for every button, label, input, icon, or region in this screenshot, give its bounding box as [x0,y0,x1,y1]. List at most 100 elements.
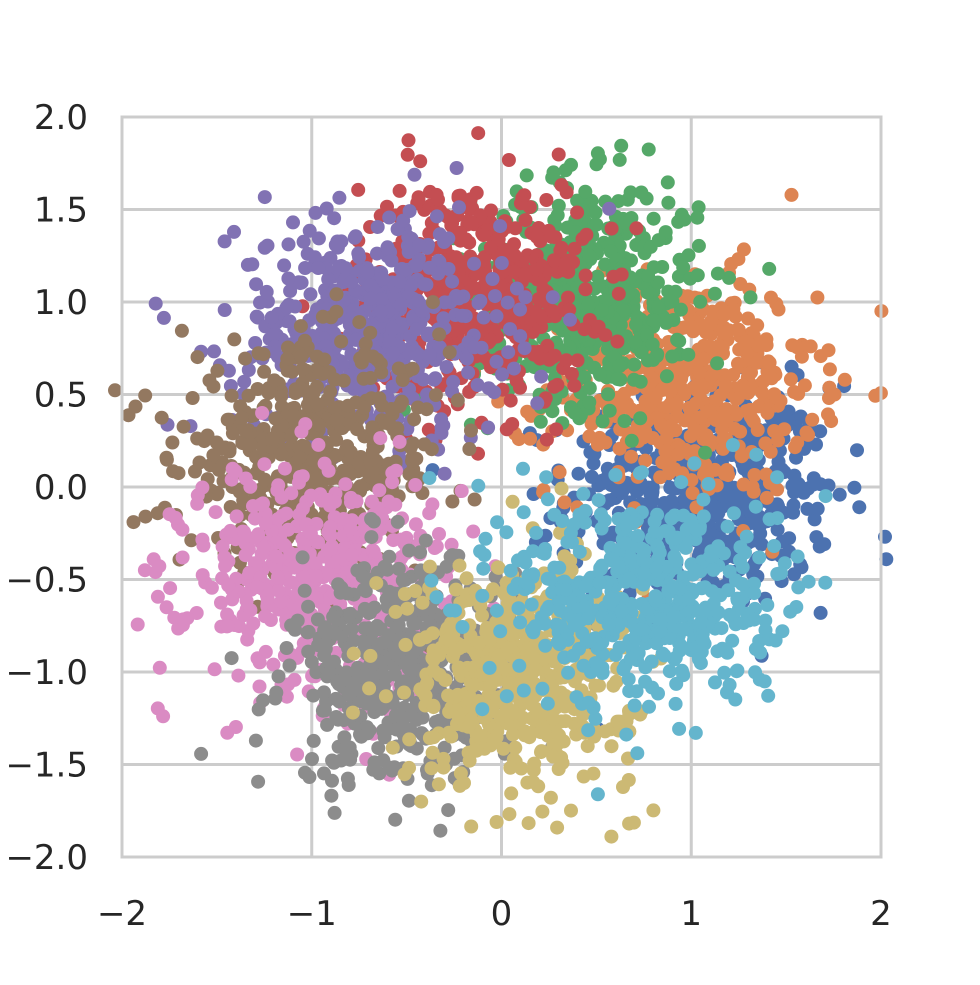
scatter-point [412,238,426,252]
scatter-point [646,803,660,817]
scatter-point [395,395,409,409]
scatter-point [172,466,186,480]
scatter-point [824,414,838,428]
scatter-point [670,333,684,347]
scatter-point [655,383,669,397]
scatter-point [149,297,163,311]
scatter-point [591,438,605,452]
scatter-point [595,303,609,317]
scatter-point [218,303,232,317]
scatter-point [539,193,553,207]
scatter-point [520,168,534,182]
scatter-point [235,411,249,425]
scatter-point [493,624,507,638]
scatter-point [660,369,674,383]
scatter-point [538,639,552,653]
scatter-point [369,576,383,590]
scatter-point [763,512,777,526]
scatter-point [525,598,539,612]
scatter-point [687,456,701,470]
scatter-point [477,311,491,325]
scatter-point [408,478,422,492]
scatter-point [438,673,452,687]
scatter-point [349,229,363,243]
scatter-point [419,630,433,644]
scatter-point [692,239,706,253]
scatter-point [643,487,657,501]
scatter-point [226,426,240,440]
scatter-point [271,570,285,584]
scatter-point [196,568,210,582]
scatter-point [191,350,205,364]
scatter-point [718,467,732,481]
scatter-point [229,464,243,478]
scatter-point [811,502,825,516]
scatter-point [609,648,623,662]
scatter-point [552,148,566,162]
scatter-point [409,713,423,727]
scatter-point [209,505,223,519]
scatter-point [409,617,423,631]
scatter-point [386,346,400,360]
scatter-point [760,406,774,420]
scatter-point [406,662,420,676]
scatter-point [589,206,603,220]
scatter-point [258,473,272,487]
scatter-point [294,319,308,333]
scatter-point [741,386,755,400]
scatter-point [396,573,410,587]
scatter-point [686,381,700,395]
scatter-point [355,669,369,683]
scatter-point [131,618,145,632]
scatter-point [329,413,343,427]
scatter-point [664,295,678,309]
scatter-point [722,323,736,337]
scatter-point [310,472,324,486]
scatter-point [741,312,755,326]
scatter-point [358,603,372,617]
scatter-point [290,384,304,398]
scatter-point [740,346,754,360]
scatter-point [443,345,457,359]
scatter-point [424,574,438,588]
scatter-point [281,272,295,286]
scatter-point [364,530,378,544]
scatter-point [250,580,264,594]
scatter-point [410,259,424,273]
scatter-point [484,241,498,255]
scatter-point [758,436,772,450]
scatter-point [242,389,256,403]
scatter-point [544,791,558,805]
scatter-point [471,378,485,392]
scatter-point [672,447,686,461]
scatter-point [318,457,332,471]
scatter-point [710,356,724,370]
scatter-point [505,417,519,431]
scatter-point [527,763,541,777]
scatter-point [278,462,292,476]
scatter-point [416,373,430,387]
scatter-point [659,316,673,330]
scatter-point [332,191,346,205]
scatter-point [767,424,781,438]
scatter-point [719,379,733,393]
scatter-point [350,563,364,577]
scatter-point [660,427,674,441]
scatter-point [501,345,515,359]
scatter-point [578,185,592,199]
scatter-point [194,747,208,761]
scatter-point [568,406,582,420]
scatter-point [327,655,341,669]
scatter-point [239,548,253,562]
scatter-point [726,368,740,382]
scatter-point [396,373,410,387]
scatter-point [629,221,643,235]
scatter-point [373,431,387,445]
scatter-point [510,374,524,388]
scatter-point [441,803,455,817]
scatter-point [165,436,179,450]
scatter-point [507,362,521,376]
scatter-point [717,308,731,322]
scatter-point [791,477,805,491]
scatter-point [281,523,295,537]
